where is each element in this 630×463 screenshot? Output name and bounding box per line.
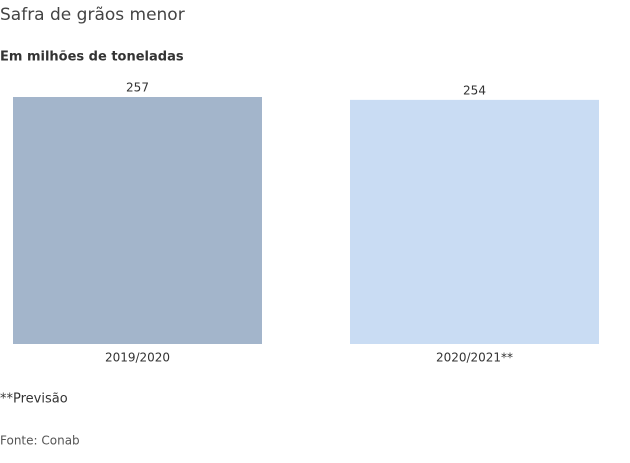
value-label: 257 — [126, 81, 149, 95]
bar — [13, 97, 262, 344]
footnote: **Previsão — [0, 392, 68, 407]
value-label: 254 — [463, 83, 486, 97]
x-tick-label: 2020/2021** — [436, 351, 513, 365]
chart-title: Safra de grãos menor — [0, 5, 185, 25]
chart-subtitle: Em milhões de toneladas — [0, 50, 184, 65]
x-tick-label: 2019/2020 — [105, 351, 170, 365]
source: Fonte: Conab — [0, 434, 80, 448]
bar — [350, 99, 599, 344]
